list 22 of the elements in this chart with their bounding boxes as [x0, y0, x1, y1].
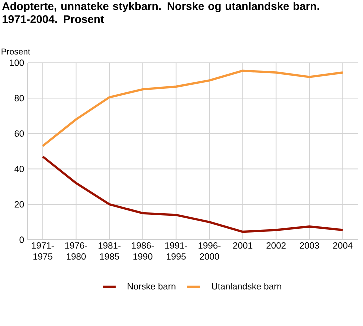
legend-label: Utanlandske barn [212, 283, 282, 290]
y-tick-label: 40 [14, 166, 24, 172]
x-tick-label: 2003 [300, 242, 320, 249]
y-tick-label: 80 [14, 95, 24, 102]
line-series [42, 156, 344, 234]
line-series [42, 70, 344, 148]
x-tick-label: 1971-1975 [32, 242, 54, 260]
y-tick-label: 0 [20, 236, 24, 244]
x-tick-label: 2001 [233, 242, 253, 249]
y-axis-title: Prosent [2, 48, 30, 55]
x-tick-label: 1976-1980 [66, 242, 88, 260]
x-tick-label: 2002 [266, 242, 286, 249]
chart-title: Adopterte, unnateke stykbarn. Norske og utanlandske barn. 1971-2004. Prosent [2, 2, 320, 24]
y-tick-label: 100 [10, 60, 24, 66]
x-tick-label: 2004 [333, 242, 353, 249]
y-tick-label: 60 [14, 130, 24, 137]
y-tick-label: 20 [14, 201, 24, 208]
legend-label: Norske barn [128, 283, 176, 290]
x-tick-label: 1986-1990 [132, 242, 154, 260]
x-tick-label: 1996-2000 [198, 242, 221, 260]
x-tick-label: 1981-1985 [98, 242, 121, 260]
x-tick-label: 1991-1995 [166, 242, 188, 260]
